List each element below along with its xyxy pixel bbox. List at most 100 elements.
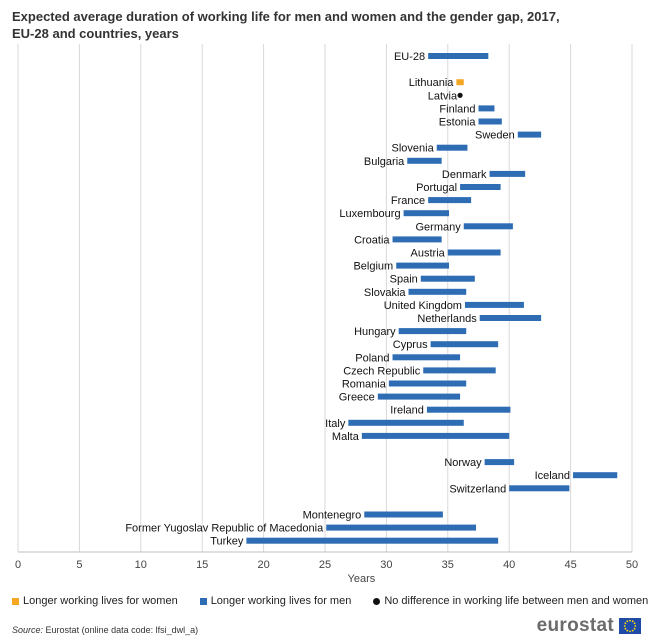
bar-united-kingdom (464, 301, 524, 308)
bar-switzerland (509, 485, 570, 492)
row-label-sweden: Sweden (475, 130, 515, 142)
row-label-spain: Spain (390, 274, 418, 286)
bar-czech-republic (423, 367, 496, 374)
source-text: Eurostat (online data code: lfsi_dwl_a) (45, 625, 199, 635)
row-label-iceland: Iceland (535, 470, 570, 482)
legend-item-women[interactable]: Longer working lives for women (12, 595, 178, 607)
marker-latvia (457, 92, 463, 98)
row-label-croatia: Croatia (354, 234, 390, 246)
row-label-finland: Finland (439, 103, 475, 115)
bar-norway (484, 459, 515, 466)
row-label-eu-28: EU-28 (394, 51, 425, 63)
legend-item-nodiff[interactable]: No difference in working life between me… (373, 595, 648, 607)
row-label-greece: Greece (339, 392, 375, 404)
legend-label-nodiff: No difference in working life between me… (384, 595, 649, 607)
bar-france (428, 197, 472, 204)
bar-austria (447, 249, 501, 256)
bar-denmark (489, 170, 526, 177)
row-label-former-yugoslav-republic-of-macedonia: Former Yugoslav Republic of Macedonia (125, 523, 324, 535)
x-tick-label-45: 45 (564, 559, 576, 571)
bar-lithuania (456, 79, 464, 86)
row-label-austria: Austria (411, 248, 446, 260)
x-tick-label-0: 0 (15, 559, 21, 571)
row-label-denmark: Denmark (442, 169, 487, 181)
x-tick-label-30: 30 (380, 559, 392, 571)
bar-italy (348, 419, 464, 426)
row-label-netherlands: Netherlands (417, 313, 477, 325)
legend-dot-nodiff (373, 597, 381, 605)
row-label-poland: Poland (355, 352, 389, 364)
legend-label-men: Longer working lives for men (210, 595, 352, 607)
row-label-luxembourg: Luxembourg (339, 208, 400, 220)
row-label-norway: Norway (444, 457, 482, 469)
bar-romania (388, 380, 467, 387)
eurostat-logo: eurostat (537, 615, 641, 637)
bar-iceland (573, 472, 618, 479)
row-label-bulgaria: Bulgaria (364, 156, 405, 168)
x-tick-label-35: 35 (442, 559, 454, 571)
bar-croatia (392, 236, 442, 243)
x-tick-label-50: 50 (626, 559, 638, 571)
bar-malta (361, 432, 510, 439)
bar-montenegro (364, 511, 443, 518)
bar-former-yugoslav-republic-of-macedonia (326, 524, 477, 531)
bar-spain (420, 275, 475, 282)
bar-slovakia (408, 288, 467, 295)
row-label-ireland: Ireland (390, 405, 424, 417)
row-label-malta: Malta (332, 431, 360, 443)
row-label-lithuania: Lithuania (409, 77, 455, 89)
bar-belgium (396, 262, 450, 269)
row-label-czech-republic: Czech Republic (343, 365, 421, 377)
row-label-slovenia: Slovenia (392, 143, 435, 155)
row-label-estonia: Estonia (439, 117, 477, 129)
legend: Longer working lives for women Longer wo… (12, 595, 648, 607)
bar-slovenia (436, 144, 468, 151)
bar-finland (478, 105, 495, 112)
bar-poland (392, 354, 461, 361)
legend-item-men[interactable]: Longer working lives for men (199, 595, 352, 607)
row-label-italy: Italy (325, 418, 346, 430)
bar-netherlands (479, 315, 542, 321)
row-label-france: France (391, 195, 425, 207)
row-label-cyprus: Cyprus (393, 339, 428, 351)
row-label-united-kingdom: United Kingdom (384, 300, 462, 312)
row-label-switzerland: Switzerland (449, 483, 506, 495)
source-label: Source: (12, 625, 44, 635)
bar-bulgaria (407, 157, 442, 164)
legend-swatch-men (199, 597, 207, 605)
row-label-latvia: Latvia (428, 90, 458, 102)
x-axis-title: Years (348, 573, 376, 585)
bar-sweden (517, 131, 542, 138)
bar-germany (463, 223, 513, 230)
eu-flag-icon (619, 618, 641, 634)
bar-cyprus (430, 341, 499, 348)
bar-turkey (246, 537, 499, 544)
x-tick-label-10: 10 (135, 559, 147, 571)
row-label-portugal: Portugal (416, 182, 457, 194)
row-label-turkey: Turkey (210, 536, 244, 548)
bar-estonia (478, 118, 502, 125)
x-tick-label-25: 25 (319, 559, 331, 571)
x-tick-label-5: 5 (76, 559, 82, 571)
row-label-germany: Germany (416, 221, 462, 233)
x-tick-label-40: 40 (503, 559, 515, 571)
x-tick-label-15: 15 (196, 559, 208, 571)
bar-greece (377, 393, 461, 400)
legend-swatch-women (12, 597, 19, 605)
bar-luxembourg (403, 210, 450, 217)
logo-wordmark: eurostat (536, 615, 614, 636)
row-label-montenegro: Montenegro (303, 510, 362, 522)
row-label-slovakia: Slovakia (364, 287, 406, 299)
source-note: Source: Eurostat (online data code: lfsi… (12, 625, 198, 635)
row-label-belgium: Belgium (353, 261, 393, 273)
legend-label-women: Longer working lives for women (23, 595, 178, 607)
bar-portugal (460, 184, 501, 190)
bar-eu-28 (428, 53, 489, 59)
row-label-hungary: Hungary (354, 326, 396, 338)
chart-title: Expected average duration of working lif… (12, 9, 560, 41)
x-tick-label-20: 20 (257, 559, 269, 571)
bar-hungary (398, 328, 467, 335)
bar-ireland (426, 406, 511, 413)
row-label-romania: Romania (342, 379, 387, 391)
